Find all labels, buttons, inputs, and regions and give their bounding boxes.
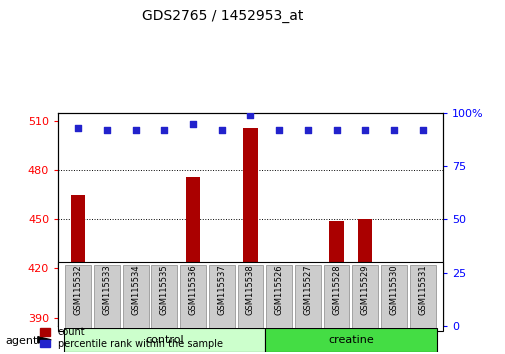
Bar	[358, 219, 372, 326]
Bar	[157, 272, 171, 326]
FancyBboxPatch shape	[180, 266, 206, 327]
Bar	[243, 128, 257, 326]
FancyBboxPatch shape	[380, 266, 406, 327]
FancyBboxPatch shape	[58, 262, 442, 331]
FancyBboxPatch shape	[151, 266, 177, 327]
Text: GSM115529: GSM115529	[360, 265, 369, 315]
Text: GSM115527: GSM115527	[303, 265, 312, 315]
Text: GSM115537: GSM115537	[217, 265, 226, 315]
FancyBboxPatch shape	[264, 328, 436, 352]
Bar	[415, 308, 429, 326]
Bar	[71, 195, 85, 326]
Text: GSM115531: GSM115531	[417, 265, 426, 315]
Text: GSM115526: GSM115526	[274, 265, 283, 315]
Text: GDS2765 / 1452953_at: GDS2765 / 1452953_at	[142, 9, 302, 23]
Text: control: control	[145, 335, 183, 345]
Text: GSM115534: GSM115534	[131, 265, 140, 315]
Text: agent: agent	[5, 336, 37, 346]
Bar	[185, 177, 200, 326]
Text: GSM115530: GSM115530	[389, 265, 397, 315]
Point	[418, 127, 426, 133]
Bar	[386, 265, 400, 326]
Point	[74, 125, 82, 131]
Point	[103, 127, 111, 133]
Text: GSM115532: GSM115532	[74, 265, 83, 315]
FancyBboxPatch shape	[237, 266, 263, 327]
Point	[189, 121, 197, 127]
Point	[275, 127, 283, 133]
Point	[131, 127, 139, 133]
FancyBboxPatch shape	[266, 266, 291, 327]
Point	[389, 127, 397, 133]
Legend: count, percentile rank within the sample: count, percentile rank within the sample	[40, 327, 222, 349]
Bar	[214, 267, 228, 326]
FancyBboxPatch shape	[64, 328, 264, 352]
Point	[361, 127, 369, 133]
Bar	[300, 265, 315, 326]
FancyBboxPatch shape	[323, 266, 349, 327]
Text: GSM115528: GSM115528	[331, 265, 340, 315]
FancyBboxPatch shape	[409, 266, 435, 327]
Text: GSM115536: GSM115536	[188, 265, 197, 315]
Bar	[99, 303, 114, 326]
Bar	[272, 268, 286, 326]
FancyBboxPatch shape	[209, 266, 234, 327]
Text: GSM115533: GSM115533	[103, 265, 111, 315]
FancyBboxPatch shape	[94, 266, 120, 327]
FancyBboxPatch shape	[294, 266, 320, 327]
Text: creatine: creatine	[327, 335, 373, 345]
Text: GSM115535: GSM115535	[160, 265, 169, 315]
FancyBboxPatch shape	[65, 266, 91, 327]
Point	[246, 113, 254, 118]
FancyBboxPatch shape	[123, 266, 148, 327]
Point	[332, 127, 340, 133]
Polygon shape	[38, 337, 51, 343]
Text: GSM115538: GSM115538	[245, 265, 255, 315]
Point	[217, 127, 225, 133]
Bar	[329, 221, 343, 326]
Bar	[128, 313, 142, 326]
Point	[160, 127, 168, 133]
FancyBboxPatch shape	[351, 266, 377, 327]
Point	[303, 127, 311, 133]
